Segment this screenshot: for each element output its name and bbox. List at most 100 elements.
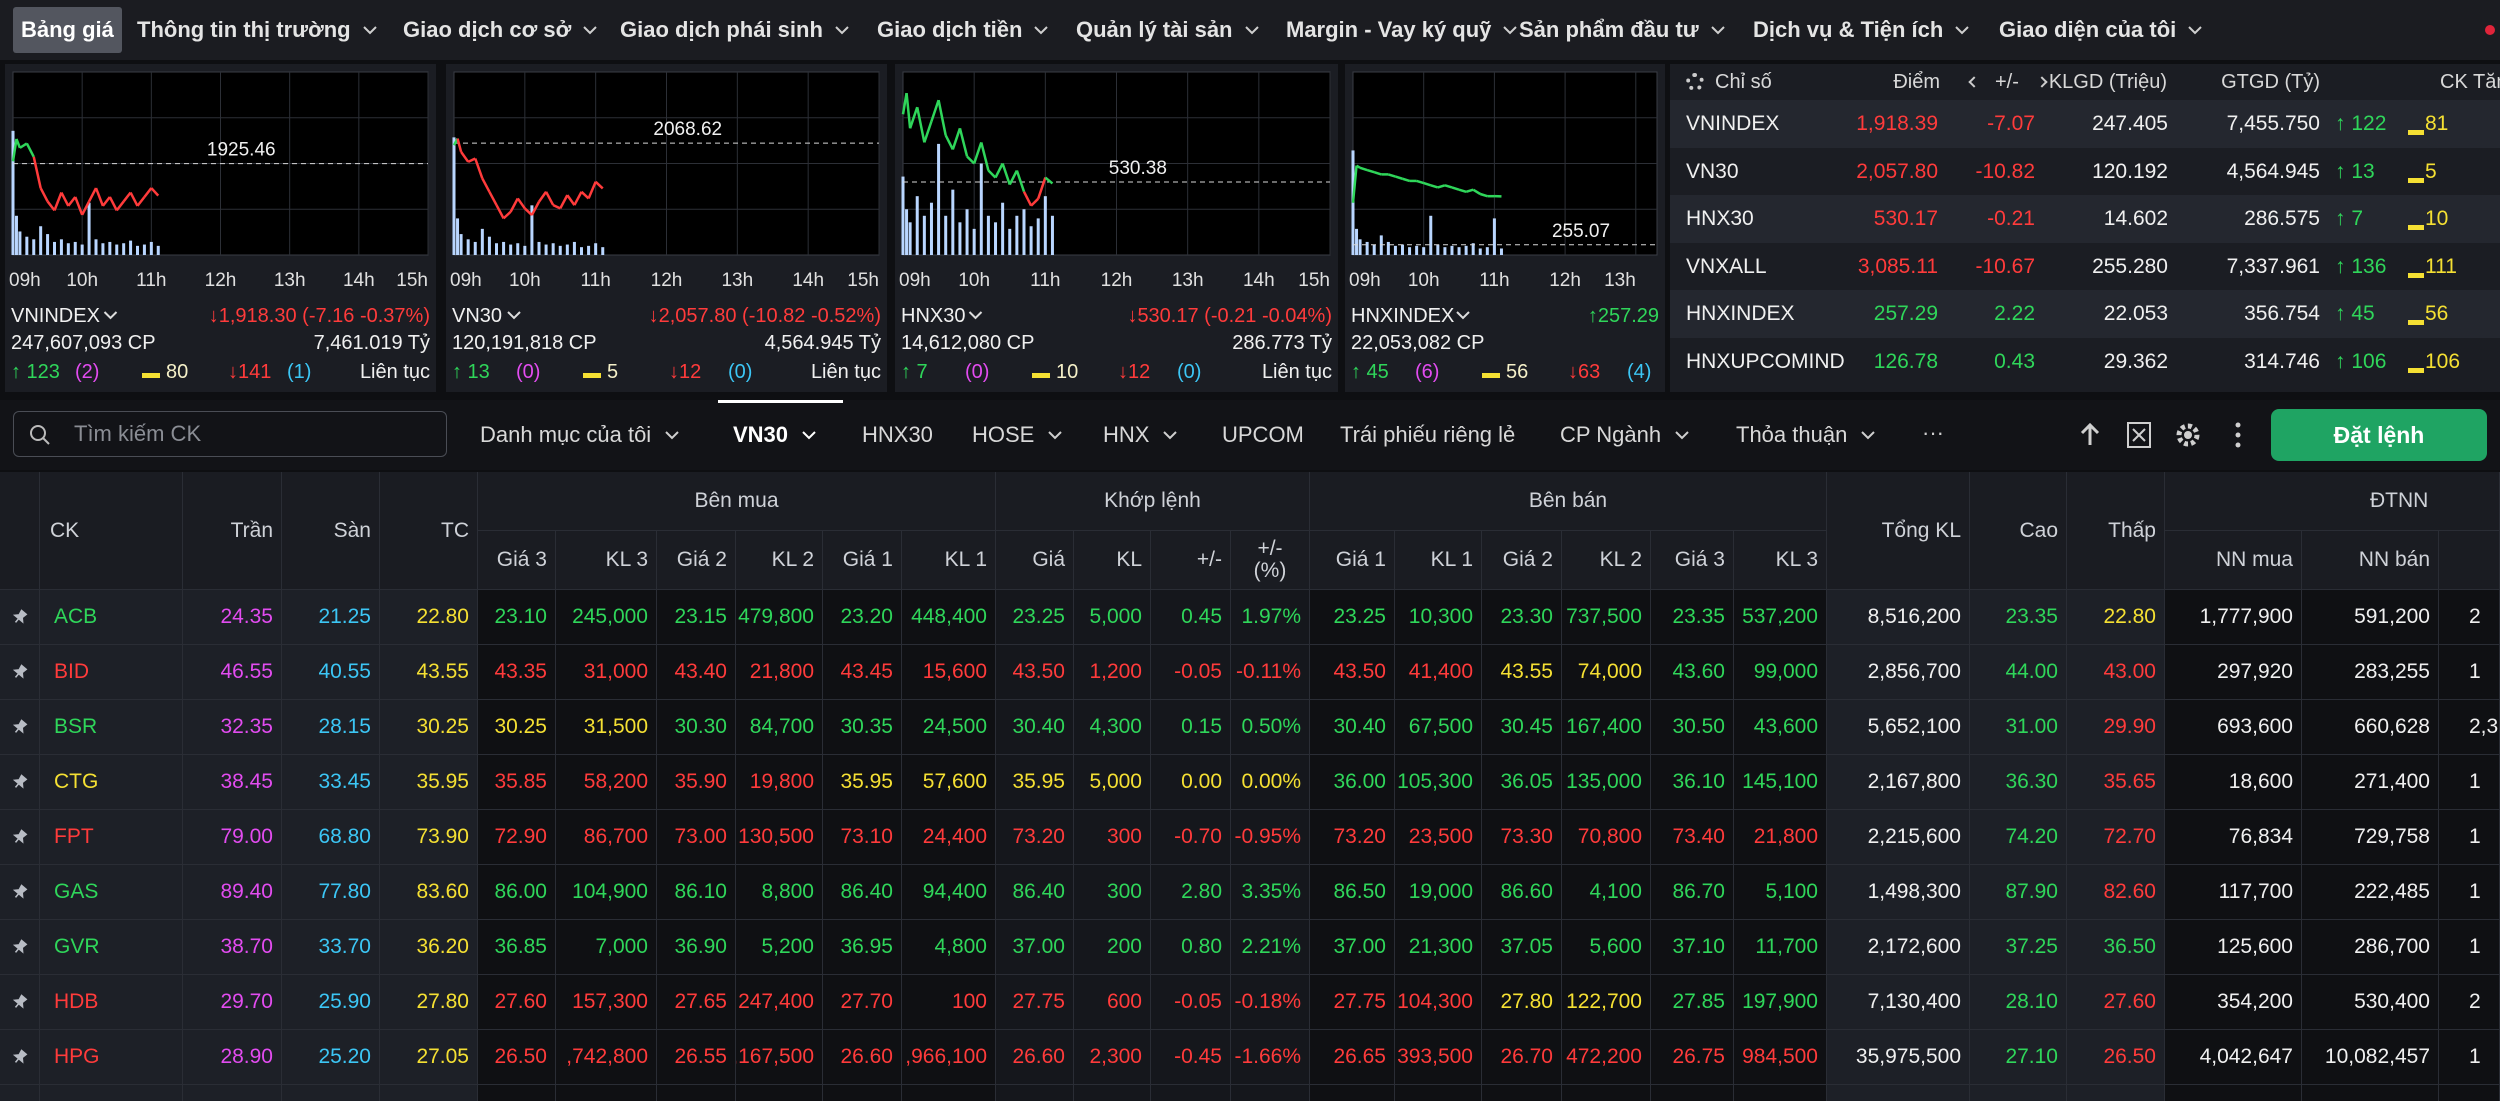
price-cell: 21,800 <box>736 645 823 700</box>
ceiling-count: (0) <box>516 361 540 383</box>
market-tab[interactable]: Thỏa thuận <box>1736 412 1876 458</box>
chevron-path <box>2188 26 2202 35</box>
pin-cell[interactable] <box>0 590 40 645</box>
price-cell: 27.10 <box>1970 1030 2067 1085</box>
pin-cell[interactable] <box>0 755 40 810</box>
menu-icon[interactable] <box>2228 420 2248 450</box>
pin-cell[interactable] <box>0 865 40 920</box>
price-cell: 23.25 <box>1310 590 1395 645</box>
volume-bar <box>1036 218 1040 255</box>
price-line-segment <box>566 194 576 206</box>
price-cell: 37.10 <box>1651 920 1734 975</box>
price-cell: 67,500 <box>1395 700 1482 755</box>
market-tab[interactable]: HNX <box>1103 412 1178 458</box>
market-tab[interactable]: UPCOM <box>1222 412 1304 458</box>
nav-item[interactable]: Margin - Vay ký quỹ <box>1278 7 1525 53</box>
index-name: VNINDEX <box>1686 112 1780 135</box>
price-cell: 19,000 <box>1395 865 1482 920</box>
price-line-segment <box>136 196 146 207</box>
pin-cell[interactable] <box>0 920 40 975</box>
reference-label: 530.38 <box>1109 158 1167 179</box>
pin-cell[interactable] <box>0 700 40 755</box>
tab-label: UPCOM <box>1222 422 1304 447</box>
price-cell: 94,400 <box>902 865 996 920</box>
nav-item[interactable]: Dịch vụ & Tiện ích <box>1745 7 1977 53</box>
settings-icon[interactable] <box>2174 421 2202 449</box>
price-cell: 23.20 <box>823 590 902 645</box>
nav-item[interactable]: Sản phẩm đầu tư <box>1511 7 1733 53</box>
nav-item[interactable]: Giao dịch phái sinh <box>612 7 857 53</box>
row-filler <box>1310 1085 1395 1101</box>
volume-bar <box>905 209 909 255</box>
pin-cell[interactable] <box>0 645 40 700</box>
volume-bar <box>1358 239 1362 255</box>
nav-item[interactable]: Giao dịch cơ sở <box>395 7 605 53</box>
volume-bar <box>46 234 50 255</box>
row-filler <box>380 1085 478 1101</box>
price-cell: 24,400 <box>902 810 996 865</box>
scroll-top-icon[interactable] <box>2078 422 2102 448</box>
pin-cell[interactable] <box>0 1030 40 1085</box>
dropdown-chevron <box>1711 26 1725 35</box>
market-tab[interactable]: CP Ngành <box>1560 412 1689 458</box>
more-tabs[interactable]: ··· <box>1922 420 1944 445</box>
row-filler <box>902 1085 996 1101</box>
price-cell: 286,700 <box>2302 920 2439 975</box>
excel-icon[interactable] <box>2126 421 2152 449</box>
volume-bar <box>1351 150 1355 255</box>
price-line-segment <box>1416 179 1425 185</box>
row-filler <box>1482 1085 1562 1101</box>
price-cell: 68.80 <box>282 810 380 865</box>
nav-item[interactable]: Giao diện của tôi <box>1991 7 2210 53</box>
x-tick-label: 15h <box>1298 270 1330 291</box>
header-subcell: KL <box>1074 531 1151 590</box>
order-button[interactable]: Đặt lệnh <box>2271 409 2487 461</box>
declines: ↓12 <box>669 361 701 383</box>
unchanged-icon <box>583 373 601 378</box>
market-tab[interactable]: HNX30 <box>862 412 933 458</box>
price-cell: -0.11% <box>1231 645 1310 700</box>
volume-bar <box>1492 218 1496 255</box>
price-cell: 70,800 <box>1562 810 1651 865</box>
header-group: ĐTNN <box>2165 472 2500 531</box>
index-cell: 255.280 <box>2092 254 2168 278</box>
pin-cell[interactable] <box>0 975 40 1030</box>
price-cell: 26.75 <box>1651 1030 1734 1085</box>
row-filler <box>556 1085 657 1101</box>
market-tab[interactable]: Danh mục của tôi <box>480 412 679 458</box>
nav-label: Giao diện của tôi <box>1999 17 2177 42</box>
price-line-segment <box>46 200 56 212</box>
chevron-path <box>835 26 849 35</box>
next-arrow-icon <box>2036 76 2048 88</box>
market-tab[interactable]: VN30 <box>733 412 816 458</box>
price-cell: 43.40 <box>657 645 736 700</box>
search-box[interactable]: Tìm kiếm CK <box>13 411 447 457</box>
price-line-segment <box>53 192 63 211</box>
price-cell: 7,000 <box>556 920 657 975</box>
nav-item[interactable]: Quản lý tài sản <box>1068 7 1267 53</box>
tab-label: CP Ngành <box>1560 422 1662 447</box>
price-cell: 35,975,500 <box>1827 1030 1970 1085</box>
volume-bar <box>1008 228 1012 255</box>
volume-bar <box>456 218 460 255</box>
market-tab[interactable]: HOSE <box>972 412 1063 458</box>
chevron-path <box>802 431 816 440</box>
nav-item[interactable]: Giao dịch tiền <box>869 7 1056 53</box>
price-cell: 297,920 <box>2165 645 2302 700</box>
price-line-segment <box>594 180 604 190</box>
price-cell: 1 <box>2439 810 2500 865</box>
index-cell: 4,564.945 <box>2226 159 2320 183</box>
price-line-segment <box>15 138 22 149</box>
x-tick-label: 10h <box>509 270 541 291</box>
market-tab[interactable]: Trái phiếu riêng lẻ <box>1340 412 1515 458</box>
row-filler <box>1151 1085 1231 1101</box>
nav-item[interactable]: Bảng giá <box>13 7 122 53</box>
price-cell: 31.00 <box>1970 700 2067 755</box>
pin-cell[interactable] <box>0 810 40 865</box>
row-filler <box>0 1085 40 1101</box>
price-cell: 1 <box>2439 920 2500 975</box>
index-cell: ↑ 122 <box>2335 112 2387 135</box>
nav-item[interactable]: Thông tin thị trường <box>129 7 385 53</box>
price-line-segment <box>1351 165 1358 203</box>
